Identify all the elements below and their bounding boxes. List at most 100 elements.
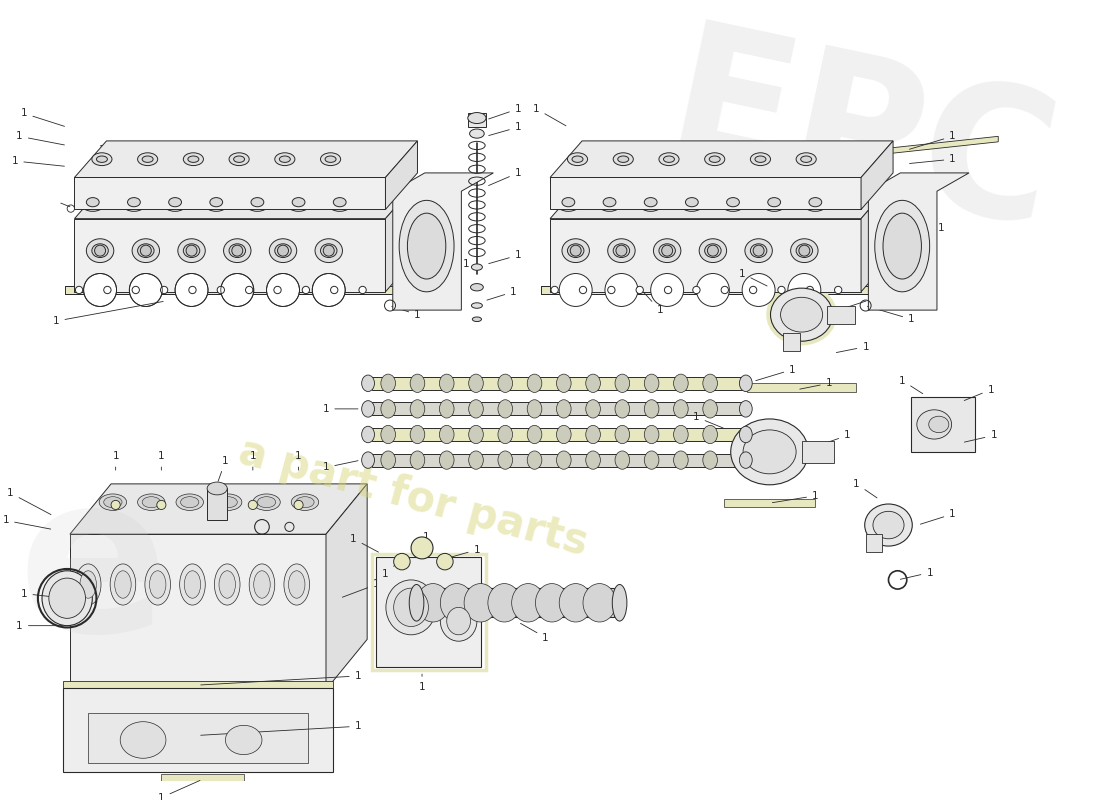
Circle shape: [232, 245, 243, 256]
Polygon shape: [385, 141, 418, 210]
Ellipse shape: [469, 374, 483, 393]
Ellipse shape: [645, 198, 657, 206]
Bar: [802, 441, 834, 463]
Text: 1: 1: [644, 292, 663, 315]
Ellipse shape: [700, 238, 727, 262]
Ellipse shape: [562, 198, 575, 206]
Circle shape: [437, 554, 453, 570]
Bar: [827, 306, 855, 324]
Ellipse shape: [750, 153, 770, 166]
Ellipse shape: [223, 238, 251, 262]
Polygon shape: [75, 141, 418, 178]
Text: 1: 1: [854, 479, 877, 498]
Polygon shape: [724, 499, 815, 506]
Ellipse shape: [48, 578, 86, 618]
Text: 1: 1: [424, 532, 430, 550]
Polygon shape: [861, 182, 893, 292]
Text: 1: 1: [910, 131, 956, 150]
Ellipse shape: [472, 317, 482, 322]
Ellipse shape: [163, 193, 188, 211]
Ellipse shape: [739, 452, 752, 468]
Ellipse shape: [703, 426, 717, 444]
Ellipse shape: [568, 153, 587, 166]
Ellipse shape: [659, 153, 679, 166]
Ellipse shape: [781, 298, 823, 332]
Ellipse shape: [469, 451, 483, 470]
Ellipse shape: [572, 156, 583, 162]
Text: 1: 1: [488, 168, 521, 186]
Circle shape: [302, 286, 309, 294]
Ellipse shape: [768, 198, 781, 206]
Circle shape: [754, 245, 764, 256]
Bar: [372, 402, 742, 415]
Ellipse shape: [557, 426, 571, 444]
Ellipse shape: [132, 238, 160, 262]
Text: 1: 1: [112, 451, 119, 470]
Text: 1: 1: [16, 131, 65, 145]
Polygon shape: [75, 218, 385, 292]
Ellipse shape: [293, 198, 305, 206]
Circle shape: [312, 274, 345, 306]
Text: 1: 1: [488, 250, 521, 264]
Ellipse shape: [320, 244, 337, 258]
Circle shape: [662, 245, 672, 256]
Ellipse shape: [257, 497, 276, 508]
Circle shape: [835, 286, 842, 294]
Ellipse shape: [292, 494, 319, 510]
Polygon shape: [326, 484, 367, 690]
Bar: [422, 588, 614, 618]
Ellipse shape: [673, 451, 689, 470]
Text: 1: 1: [772, 490, 818, 502]
Ellipse shape: [615, 426, 629, 444]
Ellipse shape: [279, 156, 290, 162]
Text: 1: 1: [12, 156, 65, 166]
Circle shape: [84, 274, 117, 306]
Ellipse shape: [761, 193, 786, 211]
Text: 1: 1: [900, 568, 933, 579]
Text: 1: 1: [836, 342, 869, 353]
Text: 1: 1: [739, 269, 767, 286]
Circle shape: [266, 274, 299, 306]
Polygon shape: [879, 136, 998, 154]
Polygon shape: [550, 178, 861, 210]
Ellipse shape: [439, 400, 454, 418]
Ellipse shape: [710, 156, 720, 162]
Text: 1: 1: [200, 722, 361, 735]
Ellipse shape: [381, 374, 396, 393]
Ellipse shape: [42, 570, 92, 626]
Text: 1: 1: [158, 451, 165, 470]
Ellipse shape: [464, 583, 497, 622]
Circle shape: [130, 274, 163, 306]
Ellipse shape: [275, 244, 292, 258]
Ellipse shape: [512, 583, 544, 622]
Circle shape: [607, 286, 615, 294]
Circle shape: [141, 245, 152, 256]
Polygon shape: [393, 173, 494, 310]
Ellipse shape: [679, 193, 705, 211]
Ellipse shape: [99, 494, 127, 510]
Ellipse shape: [653, 238, 681, 262]
Ellipse shape: [883, 213, 922, 279]
Ellipse shape: [253, 494, 280, 510]
Ellipse shape: [472, 302, 483, 308]
Text: 1: 1: [448, 545, 481, 558]
Circle shape: [722, 286, 728, 294]
Circle shape: [221, 274, 254, 306]
Text: 1: 1: [840, 294, 878, 310]
Text: a part for parts: a part for parts: [233, 430, 592, 565]
Ellipse shape: [362, 452, 374, 468]
Ellipse shape: [498, 451, 513, 470]
Polygon shape: [70, 484, 367, 534]
Ellipse shape: [275, 153, 295, 166]
Ellipse shape: [527, 400, 542, 418]
Polygon shape: [75, 178, 385, 210]
Circle shape: [294, 500, 304, 510]
Ellipse shape: [410, 451, 425, 470]
Bar: [372, 377, 742, 390]
Polygon shape: [747, 383, 857, 393]
Ellipse shape: [607, 238, 635, 262]
Ellipse shape: [399, 200, 454, 292]
Circle shape: [161, 286, 168, 294]
Text: 1: 1: [910, 154, 956, 164]
Ellipse shape: [179, 564, 206, 605]
